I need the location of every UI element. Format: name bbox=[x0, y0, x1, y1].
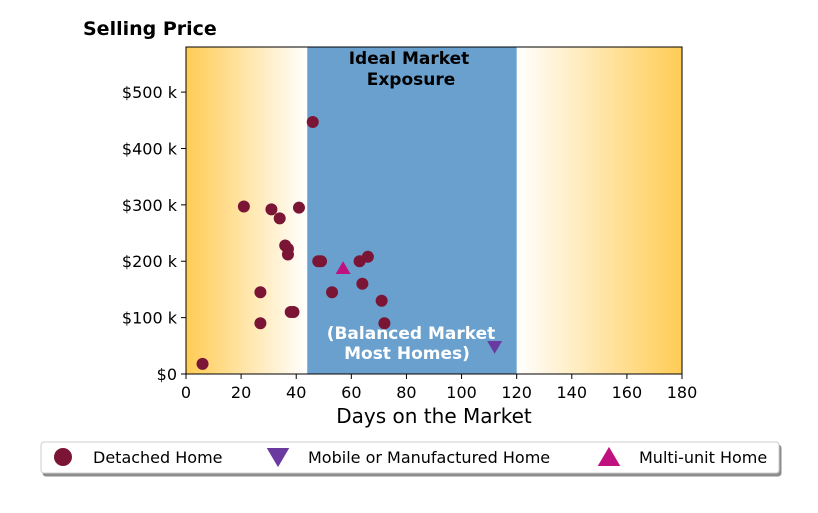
x-tick-label: 180 bbox=[667, 383, 698, 402]
legend-marker bbox=[266, 448, 290, 468]
y-tick-label: $500 k bbox=[122, 83, 178, 102]
right-gradient-region bbox=[516, 47, 682, 374]
data-points bbox=[196, 115, 503, 370]
legend: Detached Home Mobile or Manufactured Home… bbox=[40, 441, 780, 474]
x-tick-label: 60 bbox=[341, 383, 361, 402]
band-top-label-line-2: Exposure bbox=[367, 70, 456, 90]
x-tick-label: 160 bbox=[612, 383, 643, 402]
ideal-market-band bbox=[307, 47, 517, 374]
data-point bbox=[287, 305, 300, 318]
y-tick-label: $300 k bbox=[122, 196, 178, 215]
y-tick-label: $0 bbox=[157, 365, 177, 384]
chart-title: Selling Price bbox=[83, 18, 217, 40]
x-tick-label: 0 bbox=[181, 383, 191, 402]
band-bottom-label-line-2: Most Homes) bbox=[344, 344, 470, 364]
legend-label: Multi-unit Home bbox=[639, 448, 767, 467]
legend-box bbox=[40, 441, 780, 474]
x-tick-label: 120 bbox=[501, 383, 532, 402]
data-point bbox=[378, 317, 391, 330]
x-tick-label: 20 bbox=[231, 383, 251, 402]
data-point bbox=[265, 203, 278, 216]
x-tick-label: 100 bbox=[446, 383, 477, 402]
data-point bbox=[315, 255, 328, 268]
y-tick-label: $100 k bbox=[122, 309, 178, 328]
data-point bbox=[254, 286, 267, 299]
legend-label: Detached Home bbox=[93, 448, 223, 467]
x-axis-label: Days on the Market bbox=[336, 404, 532, 428]
y-tick-label: $400 k bbox=[122, 139, 178, 158]
band-bottom-label-line-1: (Balanced Market bbox=[327, 324, 496, 344]
plot-frame bbox=[185, 46, 683, 375]
legend-label: Mobile or Manufactured Home bbox=[308, 448, 550, 467]
x-tick-label: 140 bbox=[557, 383, 588, 402]
data-point bbox=[306, 115, 319, 128]
band-top-label-line-1: Ideal Market bbox=[349, 49, 470, 69]
data-point bbox=[281, 248, 294, 261]
legend-marker bbox=[54, 448, 72, 466]
data-point bbox=[356, 277, 369, 290]
data-point bbox=[254, 317, 267, 330]
x-axis-ticks: 0 20 40 60 80 100 120 140 160 180 bbox=[181, 374, 697, 402]
y-axis-ticks: $0 $100 k $200 k $300 k $400 k $500 k bbox=[122, 83, 186, 384]
x-tick-label: 80 bbox=[396, 383, 416, 402]
y-tick-label: $200 k bbox=[122, 252, 178, 271]
data-point bbox=[375, 294, 388, 307]
data-point bbox=[326, 286, 339, 299]
x-tick-label: 40 bbox=[286, 383, 306, 402]
data-point bbox=[292, 201, 305, 214]
data-point bbox=[361, 250, 374, 263]
legend-marker bbox=[597, 446, 621, 466]
data-point bbox=[237, 200, 250, 213]
band-annotations: Ideal Market Exposure (Balanced Market M… bbox=[327, 49, 496, 364]
data-point bbox=[335, 261, 351, 275]
plot-background bbox=[186, 47, 682, 374]
data-point bbox=[196, 357, 209, 370]
data-point bbox=[273, 212, 286, 225]
data-point bbox=[487, 340, 503, 354]
